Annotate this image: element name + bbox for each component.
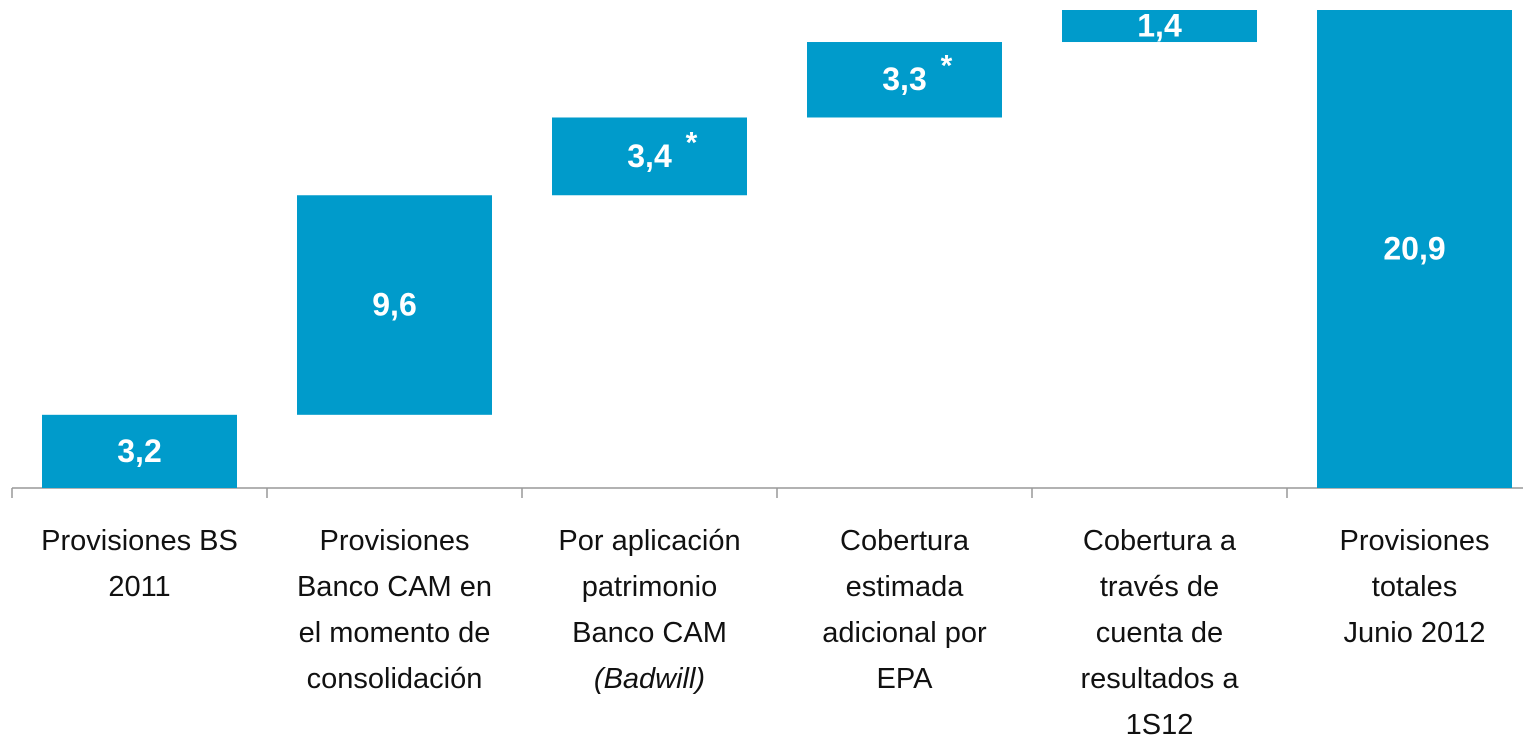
category-text: Por aplicación patrimonio Banco CAM	[558, 525, 741, 649]
bar	[297, 195, 492, 415]
value-label: 20,9	[1383, 230, 1445, 266]
value-label: 3,3	[882, 61, 926, 97]
x-tick-label: Cobertura estimada adicional por EPA	[780, 518, 1030, 702]
value-label: 3,4	[627, 138, 672, 174]
bar	[1062, 10, 1257, 43]
value-label: 3,2	[117, 433, 161, 469]
bar	[552, 117, 747, 196]
category-text: Provisiones Banco CAM en el momento de c…	[296, 525, 493, 695]
value-label: 1,4	[1137, 7, 1182, 43]
category-text: Cobertura a través de cuenta de resultad…	[1080, 525, 1239, 737]
x-tick-label: Provisiones BS 2011	[15, 518, 265, 610]
category-note: (Badwill)	[593, 663, 706, 695]
bar	[1317, 10, 1512, 488]
value-label-suffix: *	[686, 126, 698, 159]
x-tick-label: Provisiones Banco CAM en el momento de c…	[270, 518, 520, 702]
value-label: 9,6	[372, 286, 416, 322]
value-label-suffix: *	[941, 50, 953, 83]
category-text: Cobertura estimada adicional por EPA	[822, 525, 987, 695]
category-text: Provisiones BS 2011	[41, 525, 238, 603]
x-tick-label: Cobertura a través de cuenta de resultad…	[1035, 518, 1285, 737]
category-text: Provisiones totales Junio 2012	[1339, 525, 1490, 649]
x-tick-label: Provisiones totales Junio 2012	[1290, 518, 1523, 656]
bar	[807, 42, 1002, 118]
bar	[42, 414, 237, 488]
x-tick-label: Por aplicación patrimonio Banco CAM (Badw…	[525, 518, 775, 702]
